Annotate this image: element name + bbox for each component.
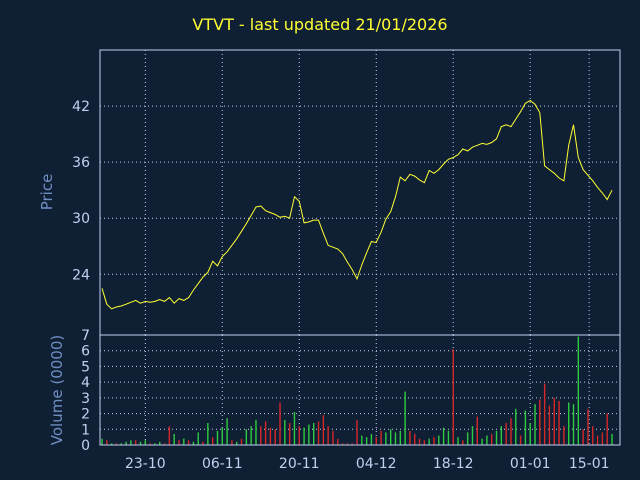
date-axis-ticks: 23-10 06-11 20-11 04-12 18-12 01-01 15-01 (125, 456, 610, 472)
volume-tick-label: 2 (81, 407, 90, 423)
date-tick-label: 15-01 (569, 456, 610, 472)
volume-tick-label: 1 (81, 422, 90, 438)
volume-bars (101, 336, 613, 445)
date-tick-label: 04-12 (356, 456, 397, 472)
price-line (101, 99, 613, 310)
date-tick-label: 06-11 (202, 456, 243, 472)
price-tick-label: 30 (72, 211, 90, 227)
price-grid (100, 50, 620, 335)
volume-tick-label: 6 (81, 344, 90, 360)
price-tick-label: 42 (72, 99, 90, 115)
volume-grid (100, 335, 620, 445)
date-tick-label: 20-11 (279, 456, 320, 472)
volume-tick-label: 3 (81, 391, 90, 407)
volume-plot-frame (99, 334, 621, 446)
volume-tick-label: 4 (81, 375, 90, 391)
date-tick-label: 18-12 (433, 456, 474, 472)
price-tick-label: 36 (72, 155, 90, 171)
chart-title: VTVT - last updated 21/01/2026 (192, 15, 448, 34)
price-axis-label: Price (38, 174, 56, 211)
price-axis-ticks: 24 30 36 42 (72, 99, 90, 283)
volume-tick-label: 5 (81, 359, 90, 375)
volume-axis-label: Volume (0000) (48, 335, 66, 445)
date-tick-label: 01-01 (510, 456, 551, 472)
price-plot-frame (99, 49, 621, 336)
date-tick-label: 23-10 (125, 456, 166, 472)
volume-tick-label: 7 (81, 328, 90, 344)
volume-tick-label: 0 (81, 438, 90, 454)
price-tick-label: 24 (72, 267, 90, 283)
